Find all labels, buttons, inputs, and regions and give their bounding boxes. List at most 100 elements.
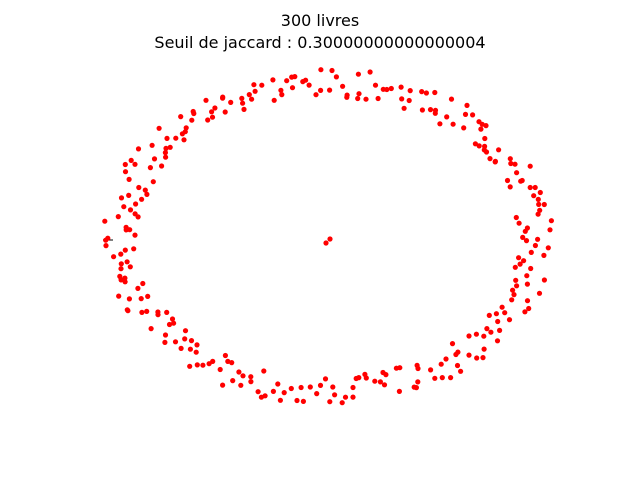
graph-node — [193, 349, 199, 355]
graph-node — [209, 114, 216, 120]
graph-node — [222, 109, 228, 115]
graph-node — [246, 92, 252, 98]
graph-node — [159, 163, 165, 169]
graph-node — [531, 193, 537, 199]
graph-node — [103, 243, 109, 249]
graph-node — [384, 86, 390, 93]
graph-node — [163, 154, 169, 160]
graph-node — [187, 346, 193, 352]
graph-node — [148, 326, 154, 332]
graph-node — [470, 112, 476, 118]
graph-node — [462, 111, 469, 117]
figure-title: 300 livres — [280, 11, 360, 30]
graph-node — [171, 320, 177, 326]
graph-node — [118, 261, 124, 267]
graph-node — [203, 97, 209, 103]
graph-node — [162, 339, 168, 345]
graph-node — [151, 156, 158, 162]
graph-node — [518, 178, 524, 184]
graph-node — [258, 394, 264, 400]
graph-node — [248, 379, 254, 385]
graph-node — [507, 156, 513, 162]
graph-node — [306, 82, 312, 88]
graph-node — [131, 246, 137, 252]
graph-node — [240, 373, 246, 379]
graph-node — [497, 327, 503, 333]
graph-node — [492, 159, 498, 165]
graph-node — [523, 238, 530, 244]
graph-node — [236, 369, 242, 375]
graph-node — [473, 331, 479, 337]
graph-node — [545, 245, 551, 251]
graph-node — [190, 108, 196, 115]
graph-node — [307, 384, 313, 390]
graph-node — [454, 362, 461, 369]
graph-node — [415, 379, 421, 385]
graph-node — [118, 266, 124, 272]
graph-node — [406, 97, 412, 104]
graph-node — [126, 192, 132, 198]
graph-node — [122, 279, 128, 285]
graph-node — [132, 232, 138, 238]
graph-node — [532, 184, 538, 191]
graph-node — [493, 311, 499, 317]
graph-node — [249, 96, 255, 102]
graph-node — [318, 67, 324, 73]
graph-node — [284, 78, 290, 84]
graph-node — [495, 318, 501, 325]
graph-node — [194, 342, 200, 348]
graph-node — [355, 71, 361, 77]
graph-node — [399, 96, 405, 102]
graph-node — [507, 184, 513, 190]
graph-node — [458, 368, 464, 374]
graph-node — [532, 242, 539, 249]
graph-node — [127, 207, 134, 213]
graph-node — [327, 87, 333, 93]
graph-node — [524, 298, 531, 304]
graph-node — [182, 328, 189, 334]
graph-node — [444, 114, 450, 120]
graph-node — [448, 96, 455, 102]
graph-node — [330, 384, 336, 390]
graph-node — [388, 85, 394, 92]
graph-node — [200, 362, 206, 368]
graph-node — [288, 385, 294, 392]
graph-node — [432, 110, 438, 116]
graph-node — [466, 352, 472, 358]
graph-node — [252, 88, 258, 94]
graph-node — [259, 82, 265, 88]
graph-node — [162, 332, 169, 338]
graph-node — [123, 224, 129, 230]
graph-node — [375, 95, 381, 102]
graph-node — [144, 308, 150, 314]
graph-node — [126, 296, 132, 302]
graph-node — [182, 129, 188, 135]
graph-node — [496, 147, 502, 153]
graph-node — [474, 355, 480, 361]
graph-node — [344, 94, 350, 100]
graph-node — [481, 346, 487, 352]
graph-node — [220, 94, 226, 100]
graph-node — [520, 234, 526, 240]
graph-node — [102, 218, 108, 224]
graph-node — [230, 378, 236, 384]
graph-node — [443, 356, 449, 362]
graph-node — [340, 83, 346, 89]
graph-node — [526, 305, 532, 312]
graph-node — [528, 265, 534, 272]
graph-node — [377, 379, 383, 385]
graph-node — [427, 107, 434, 113]
graph-node — [164, 135, 170, 141]
graph-node — [372, 82, 379, 88]
graph-node — [133, 201, 139, 207]
graph-node — [522, 309, 528, 315]
graph-node — [514, 170, 520, 176]
graph-node — [270, 388, 276, 394]
graph-node — [228, 99, 234, 105]
graph-node — [480, 355, 486, 361]
graph-node — [437, 121, 443, 127]
graph-node — [178, 345, 184, 351]
graph-node — [322, 376, 329, 382]
graph-node — [255, 389, 261, 395]
graph-node — [172, 339, 179, 345]
